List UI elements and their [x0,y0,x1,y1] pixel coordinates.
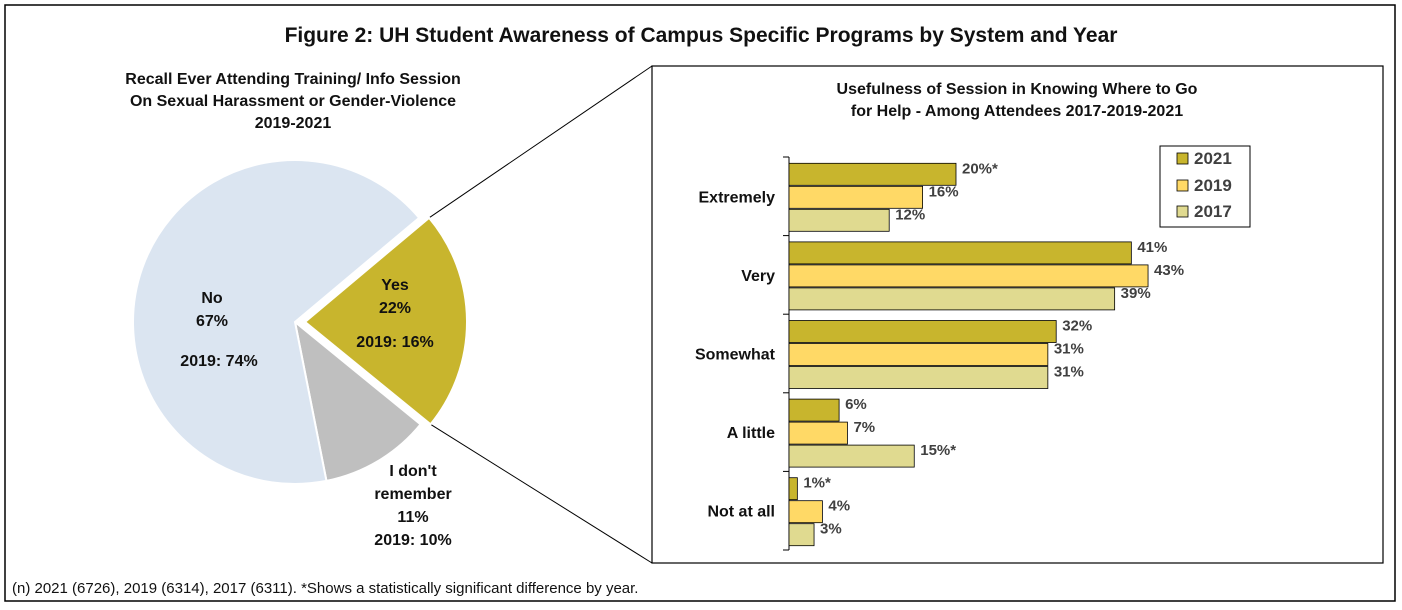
slice-dont-remember-line-1: I don't [389,463,437,480]
data-label-2019: 7% [853,419,875,436]
slice-no-name: No [201,290,223,307]
bar-2017 [788,208,890,232]
data-label-2021: 32% [1062,318,1092,335]
slice-dont-remember-value: 11% [397,509,428,526]
slice-no-value: 67% [196,313,228,330]
category-label: Very [741,268,775,285]
slice-yes-value: 22% [379,300,411,317]
bar-2021 [788,398,840,422]
bar-2017 [788,366,1049,389]
category-label: Somewhat [695,347,776,364]
pie-title-line-2: On Sexual Harassment or Gender-Violence [130,93,456,110]
bar-2017 [788,444,915,468]
pie-slice-no [132,159,421,485]
footnote: (n) 2021 (6726), 2019 (6314), 2017 (6311… [12,580,638,597]
bar-2017 [788,287,1116,311]
legend-swatch-2019 [1176,179,1189,192]
pie-title-line-3: 2019-2021 [255,115,332,132]
connector-line-top [428,65,653,219]
legend-label-2019: 2019 [1194,176,1232,195]
data-label-2019: 16% [929,183,959,200]
legend-label-2021: 2021 [1194,149,1232,168]
figure-title: Figure 2: UH Student Awareness of Campus… [285,24,1118,47]
slice-dont-remember-line-2: remember [374,486,451,503]
data-label-2017: 31% [1054,364,1084,381]
data-label-2019: 4% [828,498,850,515]
bar-2019 [788,185,924,209]
pie-title-line-1: Recall Ever Attending Training/ Info Ses… [125,71,460,88]
data-label-2017: 15%* [920,442,956,459]
bar-2019 [788,421,848,445]
slice-yes-compare: 2019: 16% [356,334,433,351]
slice-yes-name: Yes [381,277,409,294]
data-label-2017: 39% [1121,285,1151,302]
data-label-2017: 12% [895,206,925,223]
legend: 2021 2019 2017 [1159,145,1251,228]
category-label: A little [727,425,775,442]
bar-2021 [788,477,798,501]
data-label-2021: 20%* [962,160,998,177]
pie-slice-dont-remember [293,319,422,483]
slice-no-compare: 2019: 74% [180,353,257,370]
connector-line-bottom [430,423,653,564]
data-label-2019: 43% [1154,262,1184,279]
data-label-2019: 31% [1054,341,1084,358]
bar-chart: Extremely 20%*16%12% Very 41% 43%39% Somewhat… [695,156,1184,551]
bar-2019 [788,264,1149,288]
pie-slice-yes [303,216,468,426]
legend-swatch-2017 [1176,205,1189,218]
slice-dont-remember-compare: 2019: 10% [374,532,451,549]
bar-2017 [788,523,815,547]
data-label-2021: 41% [1137,239,1167,256]
legend-swatch-2021 [1176,152,1189,165]
pie-chart [132,159,468,485]
bar-2021 [788,241,1132,265]
bar-2021 [788,320,1057,343]
bar-chart-panel [651,65,1384,564]
bar-2021 [788,162,957,186]
bar-2019 [788,343,1049,366]
category-label: Not at all [707,504,775,521]
bar-2019 [788,500,823,524]
data-label-2021: 1%* [803,475,831,492]
data-label-2021: 6% [845,396,867,413]
bar-title-line-2: for Help - Among Attendees 2017-2019-202… [851,103,1183,120]
bar-title-line-1: Usefulness of Session in Knowing Where t… [837,81,1198,98]
legend-label-2017: 2017 [1194,202,1232,221]
legend-box [1159,145,1251,228]
category-label: Extremely [699,189,776,206]
data-label-2017: 3% [820,521,842,538]
